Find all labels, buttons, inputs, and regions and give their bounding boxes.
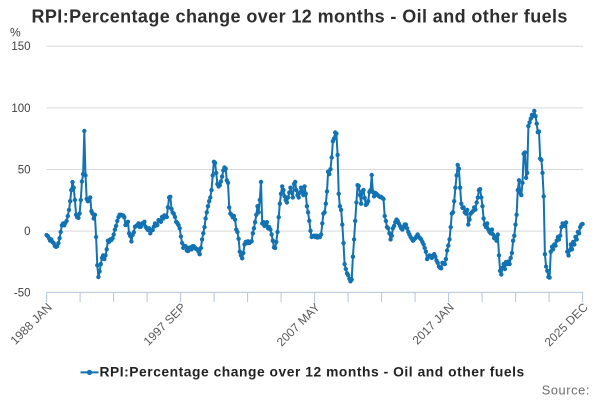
- svg-text:Source:: Source:: [542, 383, 590, 398]
- svg-text:50: 50: [18, 164, 31, 176]
- svg-text:RPI:Percentage change over 12: RPI:Percentage change over 12 months - O…: [100, 365, 525, 380]
- svg-text:RPI:Percentage change over 12: RPI:Percentage change over 12 months - O…: [32, 7, 568, 27]
- svg-text:1997 SEP: 1997 SEP: [141, 300, 189, 348]
- svg-text:%: %: [10, 26, 21, 40]
- svg-text:0: 0: [24, 226, 30, 238]
- svg-text:2007 MAY: 2007 MAY: [274, 300, 323, 349]
- svg-text:1988 JAN: 1988 JAN: [8, 300, 55, 347]
- svg-text:2017 JAN: 2017 JAN: [410, 300, 457, 347]
- svg-text:-50: -50: [14, 288, 31, 300]
- svg-text:150: 150: [11, 41, 30, 53]
- svg-text:100: 100: [11, 103, 30, 115]
- svg-text:2025 DEC: 2025 DEC: [542, 300, 591, 349]
